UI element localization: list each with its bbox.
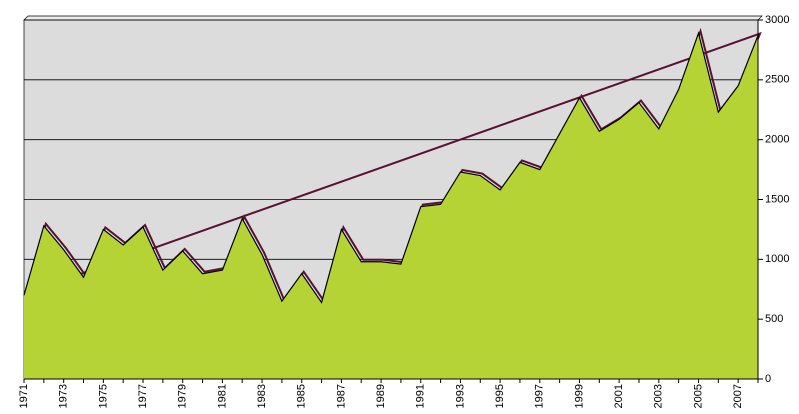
y-tick-label: 3000	[765, 14, 789, 26]
y-tick-label: 1000	[765, 253, 789, 265]
x-tick-label: 1999	[573, 384, 585, 408]
x-tick-label: 2003	[653, 384, 665, 408]
x-tick-label: 1995	[494, 384, 506, 408]
x-tick-label: 1993	[454, 384, 466, 408]
x-tick-label: 1977	[137, 384, 149, 408]
x-tick-label: 1981	[216, 384, 228, 408]
plot-top-face	[23, 15, 763, 21]
y-tick-label: 2000	[765, 134, 789, 146]
y-tick-label: 2500	[765, 74, 789, 86]
x-tick-label: 1983	[256, 384, 268, 408]
x-tick-label: 1985	[296, 384, 308, 408]
x-tick-label: 1987	[335, 384, 347, 408]
y-tick-label: 1500	[765, 193, 789, 205]
y-tick-label: 500	[765, 313, 783, 325]
x-tick-label: 1979	[177, 384, 189, 408]
x-tick-label: 2001	[613, 384, 625, 408]
x-tick-label: 1991	[415, 384, 427, 408]
x-tick-label: 2007	[732, 384, 744, 408]
x-tick-label: 1975	[97, 384, 109, 408]
x-tick-label: 1997	[534, 384, 546, 408]
x-tick-label: 2005	[692, 384, 704, 408]
x-tick-label: 1973	[58, 384, 70, 408]
area	[24, 33, 758, 380]
x-tick-label: 1989	[375, 384, 387, 408]
area-outline	[23, 31, 759, 304]
y-tick-label: 0	[765, 373, 771, 385]
x-tick-label: 1971	[18, 384, 30, 408]
